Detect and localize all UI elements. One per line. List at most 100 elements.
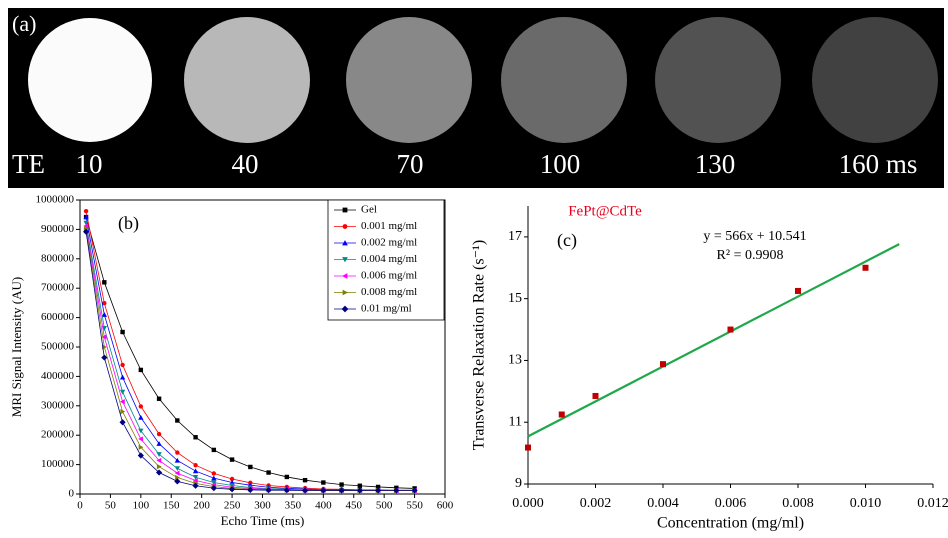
y-tick-label: 17 <box>508 229 522 244</box>
y-tick-label: 100000 <box>41 458 75 470</box>
x-tick-label: 100 <box>133 500 150 512</box>
data-point <box>728 327 734 333</box>
x-tick-label: 50 <box>105 500 117 512</box>
x-tick-label: 600 <box>437 500 454 512</box>
marker <box>157 464 162 469</box>
x-tick-label: 150 <box>163 500 180 512</box>
te-value: 70 <box>397 149 424 179</box>
te-label: TE <box>12 149 45 179</box>
legend-label: 0.004 mg/ml <box>361 253 417 265</box>
y-tick-label: 900000 <box>41 223 75 235</box>
x-axis-title: Concentration (mg/ml) <box>657 515 804 532</box>
x-tick-label: 350 <box>285 500 302 512</box>
phantom <box>28 18 152 142</box>
legend-label: 0.01 mg/ml <box>361 303 412 315</box>
x-tick-label: 0.010 <box>850 496 882 511</box>
y-tick-label: 600000 <box>41 311 75 323</box>
chart-title: FePt@CdTe <box>568 203 642 219</box>
panel-label: (b) <box>118 213 139 234</box>
y-axis-title: Transverse Relaxation Rate (s⁻¹) <box>471 240 488 450</box>
legend-marker <box>343 224 348 229</box>
data-point <box>660 361 666 367</box>
marker <box>303 478 307 482</box>
y-tick-label: 300000 <box>41 399 75 411</box>
x-tick-label: 550 <box>406 500 423 512</box>
marker <box>193 468 198 473</box>
marker <box>120 419 126 425</box>
marker <box>175 466 180 471</box>
marker <box>211 475 216 480</box>
marker <box>285 475 289 479</box>
r-squared: R² = 0.9908 <box>717 248 784 263</box>
equation: y = 566x + 10.541 <box>703 229 806 244</box>
data-point <box>559 412 565 418</box>
y-tick-label: 1000000 <box>36 194 75 206</box>
marker <box>157 432 161 436</box>
marker <box>84 209 88 213</box>
y-tick-label: 15 <box>508 291 522 306</box>
y-tick-label: 13 <box>508 353 522 368</box>
data-point <box>525 445 531 451</box>
marker <box>139 368 143 372</box>
x-tick-label: 0 <box>77 500 83 512</box>
x-tick-label: 0.008 <box>782 496 814 511</box>
marker <box>358 484 362 488</box>
te-value: 40 <box>232 149 259 179</box>
y-tick-label: 700000 <box>41 282 75 294</box>
marker <box>321 480 325 484</box>
legend-label: 0.001 mg/ml <box>361 220 417 232</box>
marker <box>248 465 252 469</box>
marker <box>157 397 161 401</box>
data-point <box>795 288 801 294</box>
x-tick-label: 0.004 <box>647 496 679 511</box>
marker <box>212 448 216 452</box>
marker <box>339 482 343 486</box>
marker <box>138 436 143 441</box>
x-tick-label: 400 <box>315 500 332 512</box>
y-tick-label: 0 <box>69 488 75 500</box>
y-tick-label: 800000 <box>41 252 75 264</box>
y-axis-title: MRI Signal Intensity (AU) <box>9 277 24 417</box>
marker <box>120 330 124 334</box>
marker <box>266 470 270 474</box>
panel-label: (c) <box>557 230 577 251</box>
phantom <box>184 17 310 143</box>
x-tick-label: 450 <box>346 500 363 512</box>
x-tick-label: 300 <box>254 500 271 512</box>
te-value: 100 <box>540 149 581 179</box>
marker <box>193 435 197 439</box>
legend-marker <box>343 208 348 213</box>
marker <box>120 409 125 414</box>
phantom <box>346 17 472 143</box>
y-tick-label: 11 <box>509 414 522 429</box>
te-value: 160 ms <box>839 149 918 179</box>
x-tick-label: 0.002 <box>580 496 612 511</box>
phantom <box>812 17 938 143</box>
x-tick-label: 0.000 <box>512 496 544 511</box>
legend-label: 0.008 mg/ml <box>361 286 417 298</box>
x-tick-label: 250 <box>224 500 241 512</box>
te-value: 10 <box>76 149 103 179</box>
marker <box>230 457 234 461</box>
panel-label: (a) <box>12 11 36 36</box>
marker <box>120 363 124 367</box>
marker <box>138 415 143 420</box>
legend-label: Gel <box>361 204 377 216</box>
figure: (a) TE 104070100130160 ms010000020000030… <box>0 0 948 538</box>
legend-label: 0.002 mg/ml <box>361 237 417 249</box>
phantom <box>655 17 781 143</box>
x-tick-label: 0.012 <box>917 496 948 511</box>
marker <box>212 471 216 475</box>
marker <box>175 418 179 422</box>
phantom <box>501 17 627 143</box>
x-tick-label: 0.006 <box>715 496 747 511</box>
marker <box>120 375 125 380</box>
y-tick-label: 200000 <box>41 429 75 441</box>
x-tick-label: 500 <box>376 500 393 512</box>
y-tick-label: 9 <box>515 476 522 491</box>
te-value: 130 <box>695 149 736 179</box>
x-axis-title: Echo Time (ms) <box>221 513 305 528</box>
marker <box>156 441 161 446</box>
legend-label: 0.006 mg/ml <box>361 270 417 282</box>
x-tick-label: 200 <box>193 500 210 512</box>
